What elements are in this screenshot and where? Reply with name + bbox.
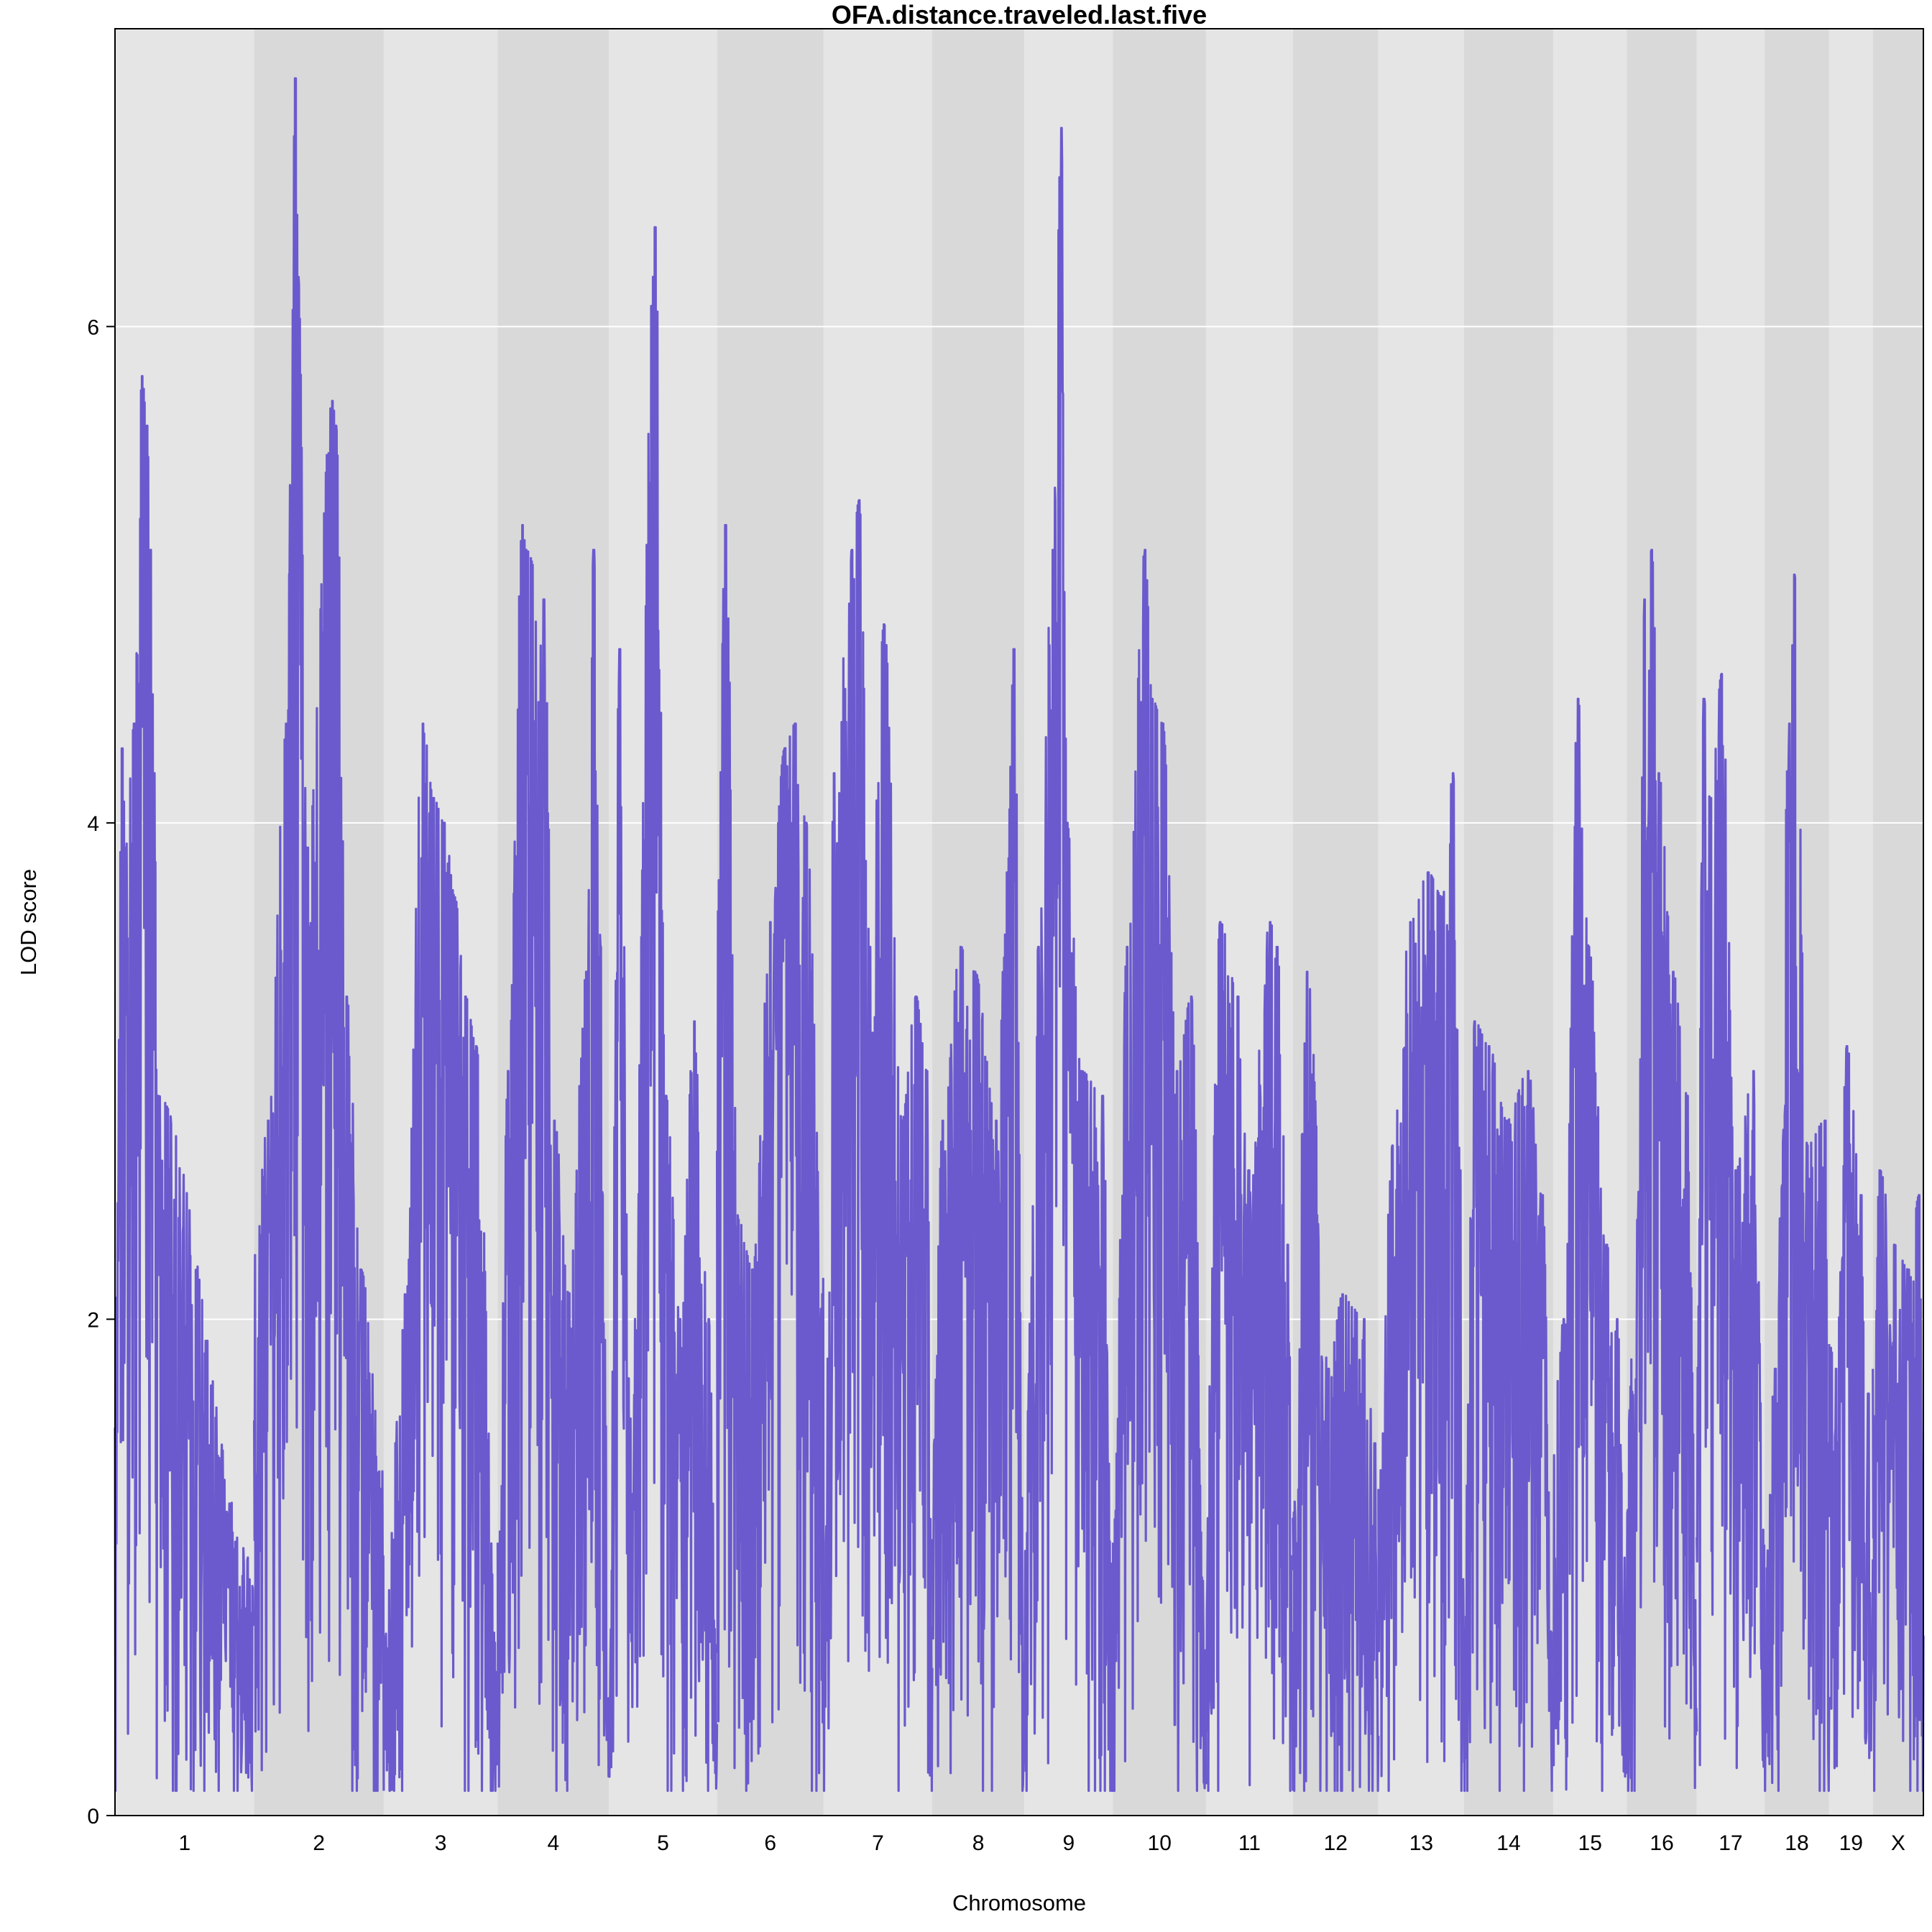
y-tick-label-0: 0 (87, 1805, 99, 1828)
lod-line-chr-X (1872, 1169, 1925, 1793)
y-tick-label-4: 4 (87, 812, 99, 836)
x-tick-label-15: 15 (1578, 1831, 1602, 1855)
y-axis: 0 2 4 6 (87, 316, 115, 1828)
x-tick-label-1: 1 (178, 1831, 190, 1855)
x-axis-label: Chromosome (952, 1890, 1086, 1915)
plot-frame (114, 28, 1924, 1816)
lod-line-chr-19 (1828, 1045, 1874, 1770)
lod-line-chr-9 (1023, 126, 1115, 1793)
lod-line-chr-16 (1625, 548, 1698, 1793)
x-tick-label-13: 13 (1409, 1831, 1433, 1855)
lod-line-chr-2 (253, 77, 385, 1793)
lod-line-chr-4 (496, 524, 610, 1793)
x-tick-label-10: 10 (1148, 1831, 1172, 1855)
x-tick-label-X: X (1891, 1831, 1905, 1855)
x-tick-label-4: 4 (547, 1831, 559, 1855)
x-tick-label-5: 5 (657, 1831, 669, 1855)
x-tick-label-11: 11 (1238, 1831, 1261, 1855)
x-axis: 1 2 3 4 5 6 7 8 9 10 11 12 13 14 15 16 17 18 19 X (178, 1831, 1905, 1855)
x-tick-label-3: 3 (435, 1831, 447, 1855)
x-tick-label-12: 12 (1324, 1831, 1348, 1855)
lod-line-chr-5 (607, 226, 719, 1793)
y-tick-label-6: 6 (87, 316, 99, 339)
x-tick-label-17: 17 (1719, 1831, 1742, 1855)
y-axis-label: LOD score (16, 869, 41, 975)
lod-line-chr-17 (1696, 673, 1766, 1770)
x-tick-label-9: 9 (1062, 1831, 1075, 1855)
chart-title: OFA.distance.traveled.last.five (832, 0, 1207, 29)
lod-series (114, 77, 1925, 1793)
lod-line-chr-15 (1552, 697, 1629, 1793)
y-tick-label-2: 2 (87, 1308, 99, 1332)
x-tick-label-14: 14 (1496, 1831, 1520, 1855)
lod-line-chr-8 (931, 648, 1026, 1793)
x-tick-label-7: 7 (872, 1831, 884, 1855)
x-tick-label-6: 6 (764, 1831, 776, 1855)
lod-line-chr-6 (716, 524, 825, 1793)
lod-line-chr-3 (382, 722, 499, 1793)
lod-line-chr-12 (1292, 970, 1380, 1793)
lod-line-chr-13 (1377, 772, 1466, 1793)
lod-line-chr-14 (1463, 1020, 1555, 1793)
x-tick-label-8: 8 (972, 1831, 985, 1855)
lod-line-chr-7 (822, 499, 934, 1793)
lod-line-chr-10 (1111, 548, 1208, 1793)
x-tick-label-19: 19 (1839, 1831, 1863, 1855)
lod-line-chr-11 (1205, 921, 1294, 1793)
x-tick-label-16: 16 (1650, 1831, 1673, 1855)
lod-line-chr-1 (114, 374, 256, 1793)
x-tick-label-18: 18 (1785, 1831, 1808, 1855)
lod-line-chr-18 (1763, 574, 1831, 1793)
x-tick-label-2: 2 (313, 1831, 325, 1855)
